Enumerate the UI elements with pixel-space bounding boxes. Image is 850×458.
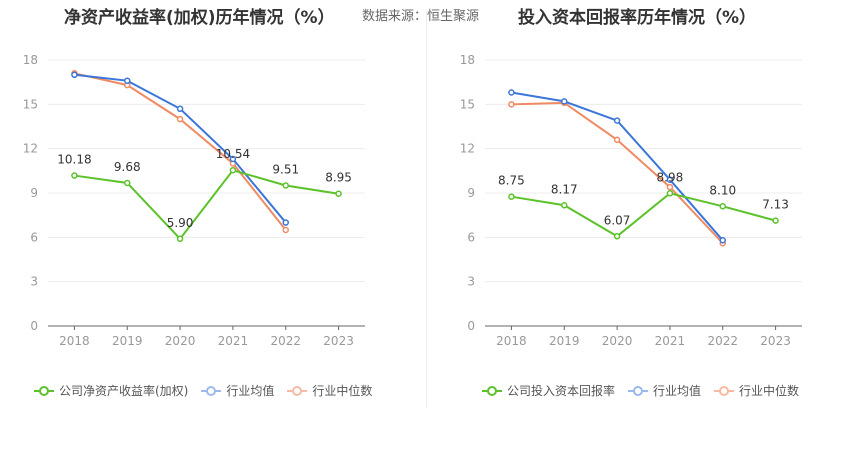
- data-point-company: [613, 233, 621, 240]
- y-tick-label: 3: [30, 275, 38, 289]
- data-point-avg: [229, 155, 237, 163]
- data-label: 8.98: [657, 170, 684, 184]
- data-label: 10.54: [216, 147, 250, 161]
- y-tick-label: 12: [23, 142, 38, 156]
- data-label: 8.75: [498, 174, 525, 188]
- legend-item-avg[interactable]: 行业均值: [627, 382, 701, 399]
- legend-label-median: 行业中位数: [312, 384, 373, 398]
- y-tick-label: 18: [23, 53, 38, 67]
- data-point-company: [124, 179, 131, 187]
- data-point-median: [282, 226, 289, 234]
- legend-label-company: 公司净资产收益率(加权): [59, 384, 189, 398]
- data-point-company: [176, 235, 184, 243]
- data-point-company: [335, 190, 342, 197]
- y-tick-label: 9: [467, 186, 475, 200]
- data-point-company: [282, 182, 289, 189]
- x-tick-label: 2019: [549, 334, 580, 348]
- data-label: 8.10: [709, 183, 736, 197]
- data-point-avg: [613, 117, 621, 124]
- data-point-median: [176, 115, 184, 123]
- x-tick-label: 2021: [218, 334, 249, 348]
- data-point-avg: [176, 105, 184, 113]
- x-tick-label: 2020: [602, 334, 633, 348]
- legend-marker-median: [714, 385, 735, 396]
- x-tick-label: 2022: [270, 334, 301, 348]
- data-point-company: [71, 172, 78, 179]
- x-tick-label: 2021: [655, 334, 686, 348]
- data-point-median: [666, 183, 674, 191]
- x-tick-label: 2020: [165, 334, 196, 348]
- chart-divider: [426, 10, 427, 408]
- data-point-median: [613, 136, 621, 144]
- data-point-company: [561, 202, 568, 209]
- legend-item-avg[interactable]: 行业均值: [200, 382, 274, 399]
- legend-label-median: 行业中位数: [739, 384, 800, 398]
- left-chart-title: 净资产收益率(加权)历年情况（%）: [64, 8, 335, 28]
- data-point-avg: [561, 98, 568, 105]
- x-tick-label: 2023: [323, 334, 354, 348]
- data-point-company: [666, 190, 674, 197]
- data-label: 8.17: [551, 182, 578, 196]
- x-tick-label: 2018: [496, 334, 527, 348]
- data-point-avg: [124, 77, 131, 84]
- y-tick-label: 6: [30, 230, 38, 244]
- series-line-company: [74, 169, 339, 241]
- data-label: 7.13: [762, 198, 789, 212]
- legend-marker-median: [287, 385, 308, 396]
- legend-label-avg: 行业均值: [226, 384, 275, 398]
- data-point-avg: [282, 219, 289, 226]
- data-label: 9.68: [114, 160, 141, 174]
- y-tick-label: 15: [23, 97, 38, 111]
- x-tick-label: 2022: [707, 334, 738, 348]
- legend-item-company[interactable]: 公司净资产收益率(加权): [33, 382, 188, 399]
- x-tick-label: 2023: [760, 334, 791, 348]
- data-label: 9.51: [272, 162, 299, 176]
- data-point-avg: [508, 89, 515, 96]
- data-label: 10.18: [57, 153, 91, 167]
- legend-label-avg: 行业均值: [653, 384, 702, 398]
- legend-marker-avg: [628, 385, 649, 396]
- data-point-company: [508, 193, 515, 200]
- y-tick-label: 3: [467, 275, 475, 289]
- data-point-median: [508, 101, 515, 108]
- data-point-avg: [71, 71, 78, 79]
- data-point-company: [229, 166, 237, 174]
- data-label: 6.07: [604, 213, 631, 227]
- series-line-company: [511, 192, 776, 238]
- y-tick-label: 0: [467, 319, 475, 333]
- y-tick-label: 15: [460, 97, 475, 111]
- data-point-company: [719, 203, 726, 210]
- left-legend: 公司净资产收益率(加权) 行业均值 行业中位数: [33, 382, 384, 399]
- y-tick-label: 9: [30, 186, 38, 200]
- legend-marker-company: [482, 385, 502, 396]
- series-line-median: [74, 72, 287, 231]
- y-tick-label: 0: [30, 319, 38, 333]
- legend-marker-company: [34, 385, 54, 396]
- data-label: 5.90: [167, 216, 194, 230]
- y-tick-label: 6: [467, 230, 475, 244]
- legend-marker-avg: [201, 385, 222, 396]
- right-chart-title: 投入资本回报率历年情况（%）: [518, 8, 757, 28]
- x-tick-label: 2019: [112, 334, 143, 348]
- right-legend: 公司投入资本回报率 行业均值 行业中位数: [481, 382, 811, 399]
- legend-item-median[interactable]: 行业中位数: [713, 382, 799, 399]
- data-point-company: [772, 217, 779, 224]
- y-tick-label: 18: [460, 53, 475, 67]
- legend-item-company[interactable]: 公司投入资本回报率: [481, 382, 615, 399]
- legend-item-median[interactable]: 行业中位数: [286, 382, 372, 399]
- data-point-avg: [719, 237, 726, 244]
- data-label: 8.95: [325, 171, 352, 185]
- x-tick-label: 2018: [59, 334, 90, 348]
- y-tick-label: 12: [460, 142, 475, 156]
- legend-label-company: 公司投入资本回报率: [507, 384, 616, 398]
- data-point-avg: [666, 176, 674, 183]
- data-source: 数据来源：恒生聚源: [362, 9, 480, 24]
